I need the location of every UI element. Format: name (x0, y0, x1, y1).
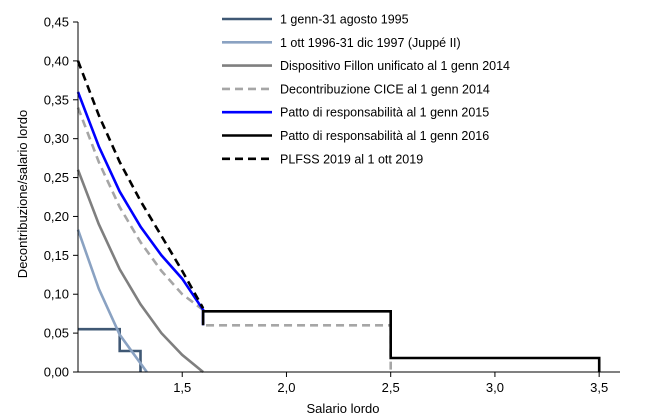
y-axis-label: Decontribuzione/salario lordo (15, 110, 30, 278)
legend-label-6: Patto di responsabilità al 1 genn 2016 (280, 129, 489, 143)
series-line-7 (76, 60, 205, 309)
legend-label-1: 1 genn-31 agosto 1995 (280, 13, 409, 27)
series-line-5 (76, 91, 205, 326)
series-line-4 (76, 107, 393, 372)
x-tick-label: 3,0 (486, 380, 504, 395)
series-line-3 (76, 169, 204, 374)
x-tick-label: 2,0 (277, 380, 295, 395)
y-ticks: 0,00 0,05 0,10 0,15 0,20 0,25 0,30 0,35 0,40 0,45 (44, 15, 78, 380)
legend-label-3: Dispositivo Fillon unificato al 1 genn 2… (280, 59, 510, 73)
x-tick-label: 3,5 (590, 380, 608, 395)
legend-label-4: Decontribuzione CICE al 1 genn 2014 (280, 82, 490, 96)
y-tick-label: 0,20 (44, 209, 69, 224)
y-tick-label: 0,05 (44, 326, 69, 341)
y-tick-label: 0,30 (44, 131, 69, 146)
plot-lines (76, 60, 601, 374)
x-tick-label: 1,5 (173, 380, 191, 395)
axes (77, 22, 620, 373)
x-ticks: 1,5 2,0 2,5 3,0 3,5 (173, 372, 608, 395)
x-axis-label: Salario lordo (307, 401, 380, 416)
y-tick-label: 0,00 (44, 365, 69, 380)
legend-label-7: PLFSS 2019 al 1 ott 2019 (280, 152, 423, 166)
series-line-2 (76, 229, 148, 373)
series-line-1 (78, 327, 142, 372)
legend-label-5: Patto di responsabilità al 1 genn 2015 (280, 106, 489, 120)
x-tick-label: 2,5 (382, 380, 400, 395)
y-tick-label: 0,35 (44, 92, 69, 107)
legend: 1 genn-31 agosto 1995 1 ott 1996-31 dic 1… (222, 13, 510, 166)
y-tick-label: 0,15 (44, 248, 69, 263)
series-line-6 (201, 309, 601, 372)
y-tick-label: 0,45 (44, 15, 69, 30)
y-tick-label: 0,25 (44, 170, 69, 185)
legend-label-2: 1 ott 1996-31 dic 1997 (Juppé II) (280, 36, 461, 50)
y-tick-label: 0,10 (44, 287, 69, 302)
y-tick-label: 0,40 (44, 53, 69, 68)
